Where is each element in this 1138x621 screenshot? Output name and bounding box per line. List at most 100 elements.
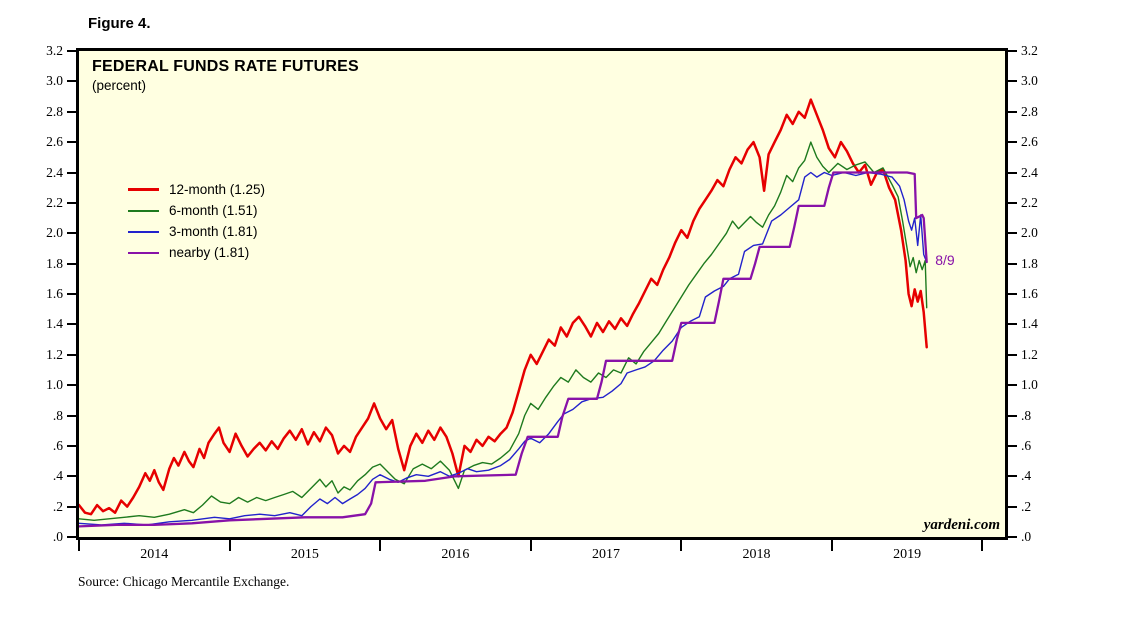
- y-axis-tick-right: [1008, 232, 1017, 235]
- y-axis-label-right: .6: [1021, 437, 1032, 453]
- y-axis-label-left: .4: [52, 468, 63, 484]
- y-axis-tick-right: [1008, 414, 1017, 417]
- x-axis-tick: [680, 540, 683, 551]
- y-axis-tick-right: [1008, 536, 1017, 538]
- legend-item-6-month: 6-month (1.51): [128, 200, 265, 221]
- y-axis-tick-right: [1008, 80, 1017, 83]
- y-axis-label-left: 1.4: [46, 316, 63, 332]
- y-axis-tick-left: [67, 444, 76, 447]
- legend-item-12-month: 12-month (1.25): [128, 179, 265, 200]
- y-axis-label-left: .2: [52, 498, 63, 514]
- series-line-nearby: [79, 171, 928, 528]
- source-note: Source: Chicago Mercantile Exchange.: [78, 574, 290, 589]
- y-axis-label-left: 2.6: [46, 134, 63, 150]
- y-axis-tick-right: [1008, 353, 1017, 356]
- y-axis-label-left: 1.6: [46, 286, 63, 301]
- x-axis-year-label: 2018: [742, 547, 771, 562]
- y-axis-label-right: 2.8: [1021, 103, 1038, 119]
- y-axis-tick-left: [67, 293, 76, 295]
- y-axis-tick-left: [67, 50, 76, 52]
- y-axis-tick-right: [1008, 323, 1017, 326]
- y-axis-label-right: 2.6: [1021, 134, 1038, 150]
- x-axis-year-label: 2017: [591, 547, 620, 562]
- x-axis-tick: [830, 540, 833, 551]
- y-axis-label-left: 1.2: [46, 346, 63, 362]
- plot-area: FEDERAL FUNDS RATE FUTURES (percent) 12-…: [76, 48, 1008, 540]
- figure-label: Figure 4.: [88, 15, 151, 32]
- y-axis-tick-left: [67, 414, 76, 417]
- y-axis-tick-right: [1008, 171, 1017, 174]
- watermark-yardeni: yardeni.com: [923, 517, 1000, 533]
- series-line-12-month: [79, 98, 928, 516]
- legend-item-nearby: nearby (1.81): [128, 242, 265, 263]
- y-axis-tick-left: [67, 475, 76, 478]
- y-axis-label-right: 1.2: [1021, 346, 1038, 362]
- y-axis-tick-left: [67, 232, 76, 235]
- y-axis-label-left: 2.4: [46, 164, 63, 180]
- x-axis-tick: [529, 540, 532, 551]
- y-axis-label-right: .4: [1021, 468, 1032, 484]
- chart-subtitle: (percent): [92, 78, 147, 93]
- legend-item-3-month: 3-month (1.81): [128, 221, 265, 242]
- x-axis-year-label: 2015: [290, 547, 319, 562]
- y-axis-label-right: .2: [1021, 498, 1032, 514]
- y-axis-label-right: 1.6: [1021, 286, 1038, 301]
- y-axis-tick-left: [67, 171, 76, 174]
- legend-label-6-month: 6-month (1.51): [169, 203, 258, 218]
- y-axis-label-right: 2.0: [1021, 225, 1038, 241]
- y-axis-label-left: .6: [52, 437, 63, 453]
- y-axis-tick-right: [1008, 50, 1017, 52]
- x-axis-tick: [981, 540, 984, 551]
- chart-lines-svg: [79, 98, 928, 528]
- x-axis-tick: [228, 540, 231, 551]
- y-axis-tick-right: [1008, 262, 1017, 265]
- y-axis-label-right: 1.4: [1021, 316, 1038, 332]
- legend-swatch-nearby: [128, 251, 159, 254]
- y-axis-tick-right: [1008, 110, 1017, 113]
- legend-swatch-3-month: [128, 230, 159, 233]
- y-axis-label-left: 2.2: [46, 194, 63, 210]
- y-axis-tick-left: [67, 353, 76, 356]
- y-axis-tick-right: [1008, 475, 1017, 478]
- y-axis-label-right: .8: [1021, 407, 1032, 423]
- y-axis-tick-left: [67, 384, 76, 387]
- series-line-6-month: [79, 141, 928, 521]
- x-axis-tick: [78, 540, 80, 551]
- legend-swatch-6-month: [128, 209, 159, 212]
- y-axis-tick-left: [67, 110, 76, 113]
- y-axis-tick-right: [1008, 141, 1017, 144]
- y-axis-label-left: 2.0: [46, 225, 63, 241]
- x-axis-year-label: 2014: [140, 547, 169, 562]
- x-axis-tick: [379, 540, 382, 551]
- y-axis-tick-left: [67, 141, 76, 144]
- y-axis-tick-left: [67, 80, 76, 83]
- series-line-3-month: [79, 171, 928, 526]
- y-axis-tick-right: [1008, 293, 1017, 295]
- legend: 12-month (1.25) 6-month (1.51) 3-month (1.…: [128, 179, 265, 263]
- x-axis-year-label: 2019: [893, 547, 922, 562]
- y-axis-label-left: 2.8: [46, 103, 63, 119]
- y-axis-label-right: 1.0: [1021, 377, 1038, 393]
- y-axis-tick-right: [1008, 444, 1017, 447]
- y-axis-label-left: 3.2: [46, 43, 63, 58]
- y-axis-label-right: 3.0: [1021, 73, 1038, 89]
- legend-label-nearby: nearby (1.81): [169, 245, 250, 260]
- y-axis-label-right: 2.4: [1021, 164, 1038, 180]
- y-axis-tick-right: [1008, 384, 1017, 387]
- legend-label-3-month: 3-month (1.81): [169, 224, 258, 239]
- y-axis-label-right: 1.8: [1021, 255, 1038, 271]
- y-axis-label-left: 1.8: [46, 255, 63, 271]
- legend-label-12-month: 12-month (1.25): [169, 182, 266, 197]
- y-axis-tick-left: [67, 262, 76, 265]
- y-axis-label-left: .0: [52, 529, 63, 544]
- legend-swatch-12-month: [128, 188, 159, 191]
- y-axis-label-right: 2.2: [1021, 194, 1038, 210]
- y-axis-label-right: 3.2: [1021, 43, 1038, 58]
- y-axis-label-left: 3.0: [46, 73, 63, 89]
- chart-title: FEDERAL FUNDS RATE FUTURES: [92, 58, 359, 75]
- y-axis-tick-left: [67, 201, 76, 204]
- y-axis-tick-right: [1008, 201, 1017, 204]
- y-axis-tick-left: [67, 505, 76, 508]
- last-date-annotation: 8/9: [935, 252, 955, 269]
